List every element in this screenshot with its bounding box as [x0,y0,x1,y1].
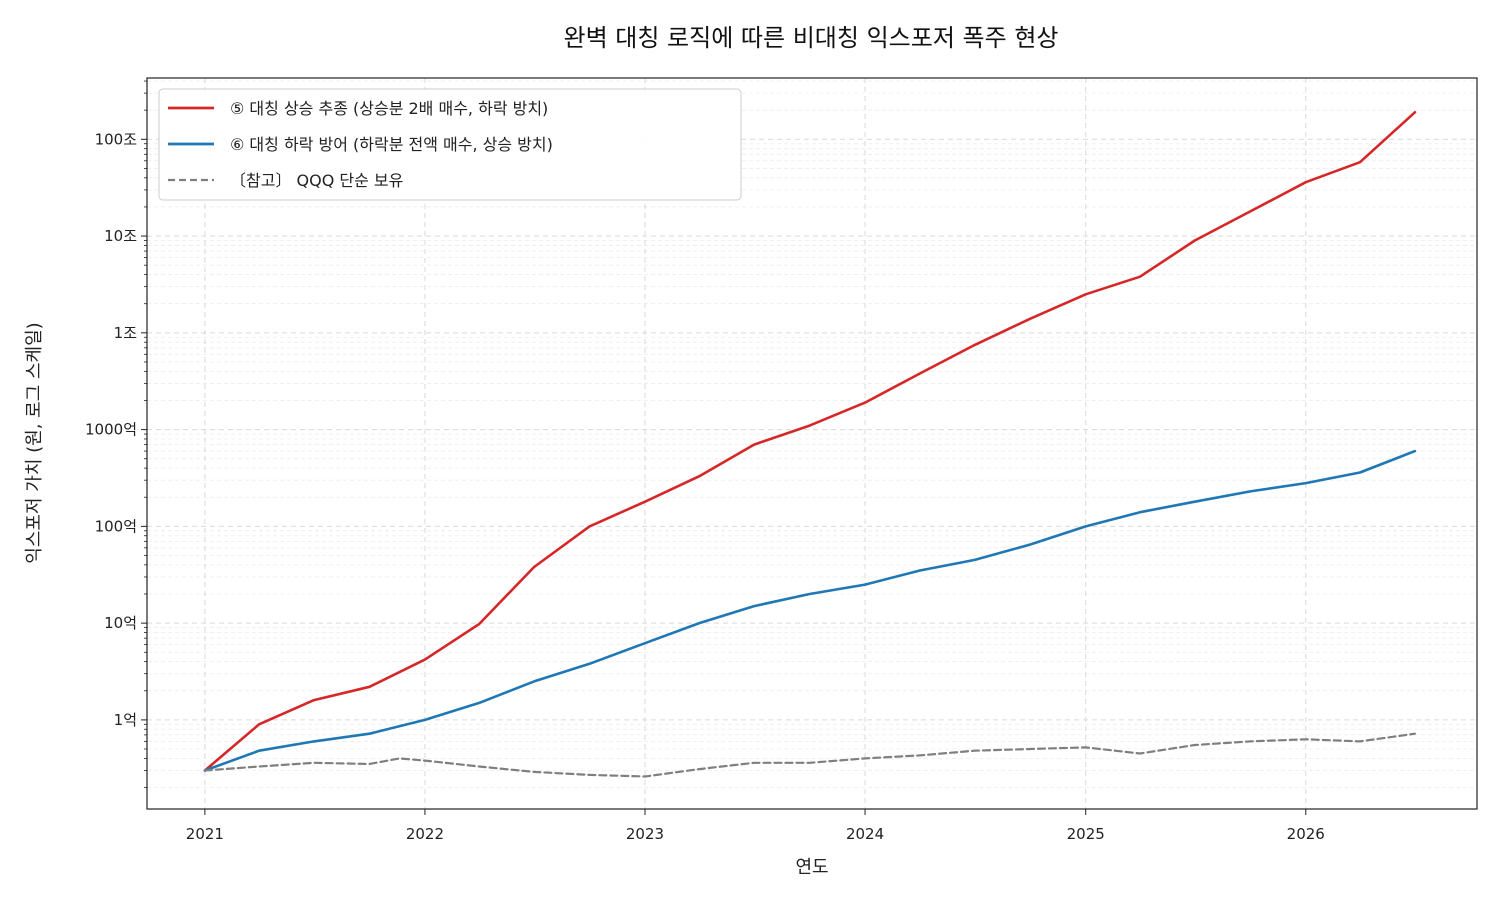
chart-title: 완벽 대칭 로직에 따른 비대칭 익스포저 폭주 현상 [563,24,1058,52]
y-tick-label: 10억 [104,614,137,632]
x-tick-label: 2024 [846,825,884,843]
legend: ⑤ 대칭 상승 추종 (상승분 2배 매수, 하락 방치) ⑥ 대칭 하락 방어 … [158,88,742,201]
x-tick-label: 2022 [406,825,444,843]
y-tick-label: 10조 [104,227,137,245]
series-line-2 [203,449,1417,772]
x-tick-label: 2023 [626,825,664,843]
series-line-1 [203,111,1417,772]
x-axis-title: 연도 [795,857,828,878]
y-axis: 1억 10억 100억 1000억 1조 10조 100조 [85,130,147,729]
x-tick-label: 2021 [186,825,224,843]
y-tick-label: 1억 [114,711,137,729]
x-tick-label: 2025 [1067,825,1105,843]
plot-area-frame [146,77,1478,810]
y-tick-label: 1000억 [85,421,137,439]
legend-label-1: ⑤ 대칭 상승 추종 (상승분 2배 매수, 하락 방치) [230,99,548,118]
y-tick-label: 1조 [114,324,138,342]
x-tick-label: 2026 [1287,825,1325,843]
series-layer [203,111,1417,778]
y-tick-label: 100억 [95,517,137,535]
grid-minor [144,80,1477,788]
y-axis-title: 익스포저 가치 (원, 로그 스케일) [24,322,45,563]
legend-box [158,88,742,201]
y-tick-label: 100조 [95,130,138,148]
series-line-3 [203,732,1417,778]
x-axis: 2021 2022 2023 2024 2025 2026 [186,809,1325,843]
legend-label-3: 〔참고〕 QQQ 단순 보유 [230,171,403,190]
legend-label-2: ⑥ 대칭 하락 방어 (하락분 전액 매수, 상승 방치) [230,135,553,154]
